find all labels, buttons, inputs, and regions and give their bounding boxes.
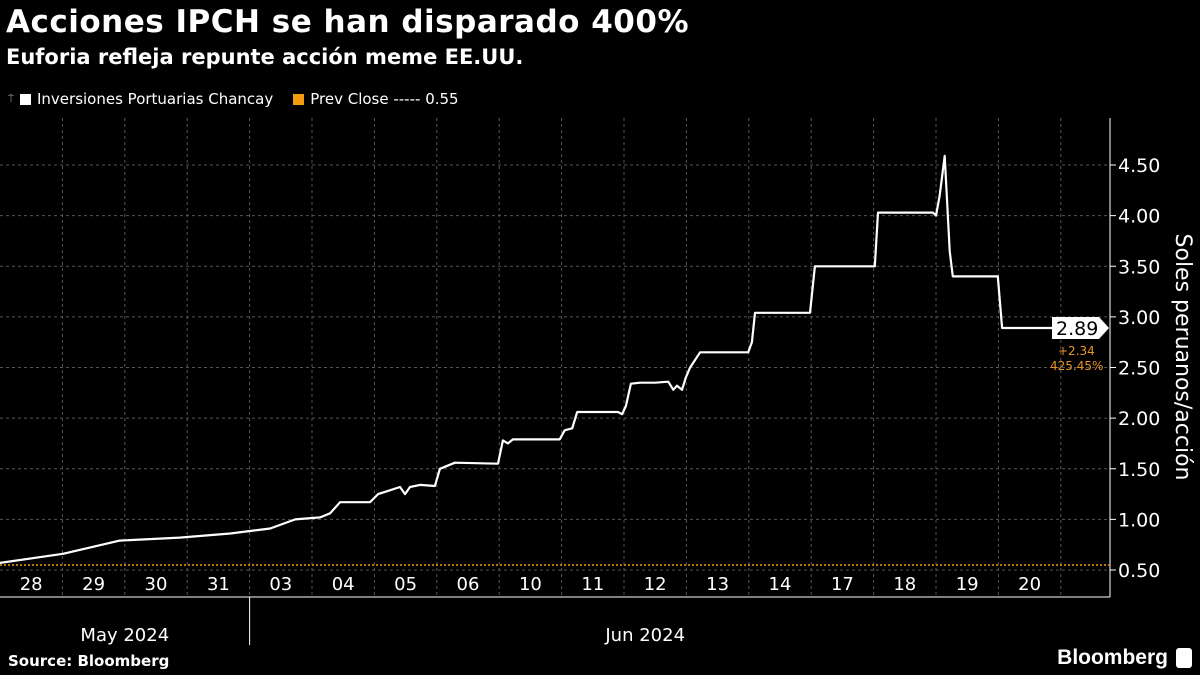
x-tick-label: 18 — [893, 574, 916, 595]
legend-prev-close-swatch — [293, 93, 305, 105]
x-tick-label: 20 — [1018, 574, 1041, 595]
legend-pin-icon: ⍑ — [8, 93, 14, 105]
price-line — [0, 154, 1062, 564]
x-tick-label: 14 — [769, 574, 792, 595]
x-tick-label: 11 — [581, 574, 604, 595]
y-tick-label: 4.00 — [1118, 206, 1160, 228]
source-note: Source: Bloomberg — [8, 652, 170, 670]
y-tick-label: 4.50 — [1118, 155, 1160, 177]
x-tick-label: 30 — [145, 574, 168, 595]
change-label: +2.34 — [1058, 344, 1095, 358]
y-tick-label: 2.00 — [1118, 408, 1160, 430]
y-tick-label: 1.50 — [1118, 459, 1160, 481]
chart-subtitle: Euforia refleja repunte acción meme EE.U… — [6, 45, 524, 69]
logo-text: Bloomberg — [1057, 646, 1168, 669]
y-tick-label: 3.00 — [1118, 307, 1160, 329]
last-value-badge — [1052, 317, 1109, 340]
y-tick-label: 1.00 — [1118, 509, 1160, 531]
logo-icon — [1176, 648, 1192, 668]
x-tick-label: 29 — [82, 574, 105, 595]
x-tick-label: 12 — [644, 574, 667, 595]
y-tick-label: 0.50 — [1118, 560, 1160, 582]
x-tick-label: 05 — [394, 574, 417, 595]
x-tick-label: 17 — [831, 574, 854, 595]
bloomberg-logo: Bloomberg — [1057, 646, 1192, 670]
legend: ⍑ Inversiones Portuarias Chancay Prev Cl… — [8, 90, 459, 108]
x-tick-label: 19 — [956, 574, 979, 595]
legend-prev-close-label: Prev Close ----- 0.55 — [310, 90, 459, 108]
month-label: May 2024 — [80, 625, 169, 646]
x-tick-label: 03 — [269, 574, 292, 595]
x-tick-label: 06 — [457, 574, 480, 595]
last-value-label: 2.89 — [1056, 318, 1098, 340]
x-tick-label: 13 — [706, 574, 729, 595]
y-tick-label: 3.50 — [1118, 256, 1160, 278]
chart-title: Acciones IPCH se han disparado 400% — [6, 4, 690, 40]
legend-series-label: Inversiones Portuarias Chancay — [37, 90, 274, 108]
change-pct-label: 425.45% — [1050, 359, 1103, 373]
x-tick-label: 28 — [20, 574, 43, 595]
legend-series-swatch — [20, 93, 31, 105]
y-axis-title: Soles peruanos/acción — [1170, 234, 1195, 481]
x-tick-label: 10 — [519, 574, 542, 595]
x-tick-label: 04 — [332, 574, 355, 595]
y-tick-label: 2.50 — [1118, 358, 1160, 380]
x-tick-label: 31 — [207, 574, 230, 595]
month-label: Jun 2024 — [604, 625, 685, 646]
